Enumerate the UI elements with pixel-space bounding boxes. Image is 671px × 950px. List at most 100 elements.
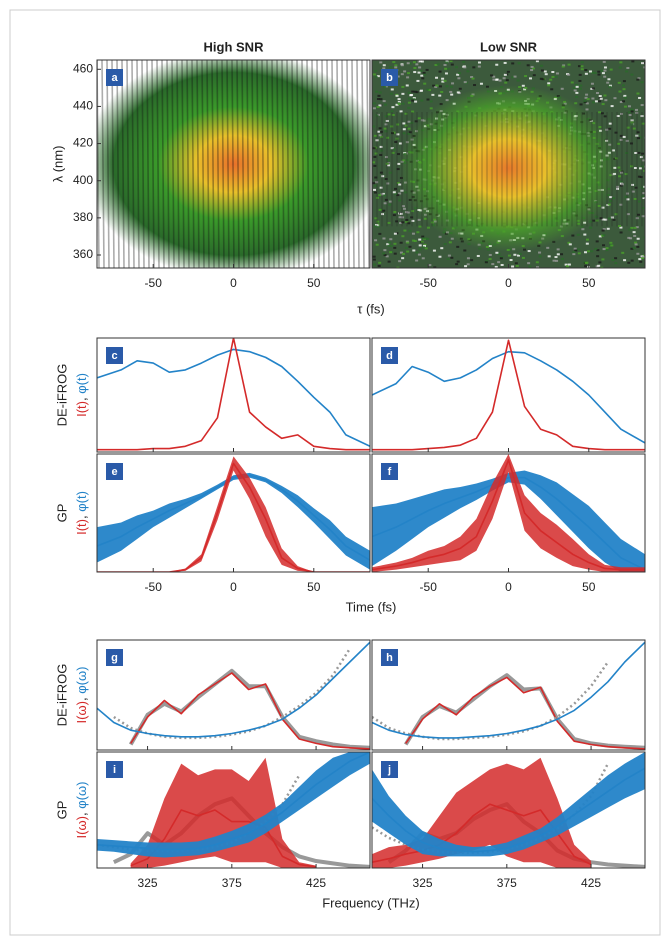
x-tick-label: -50 xyxy=(420,276,438,290)
fringe xyxy=(156,60,160,268)
fringe xyxy=(301,60,305,268)
fringe xyxy=(341,60,345,268)
x-tick-label: 50 xyxy=(307,276,321,290)
x-tick-label: 325 xyxy=(413,876,433,890)
panel-label: f xyxy=(388,466,392,478)
panel-frame xyxy=(96,453,371,573)
series-line xyxy=(97,752,370,851)
panel-label-box xyxy=(381,347,398,364)
y-tick-label: 400 xyxy=(73,173,93,187)
row-label: GP xyxy=(54,504,69,523)
x-tick-label: 0 xyxy=(230,276,237,290)
fringe xyxy=(246,60,250,268)
y-axis-label: I(ω), φ(ω) xyxy=(74,782,89,839)
panel-label-box xyxy=(381,69,398,86)
series-line xyxy=(372,459,645,571)
y-axis-label: I(t), φ(t) xyxy=(74,491,89,535)
panel-label-box xyxy=(106,761,123,778)
fringe xyxy=(251,60,255,268)
fringe xyxy=(111,60,115,268)
fringe xyxy=(106,60,110,268)
series-line xyxy=(372,476,645,571)
x-tick-label: 375 xyxy=(497,876,517,890)
fringe xyxy=(356,60,360,268)
row-label: DE-iFROG xyxy=(54,364,69,427)
series-line xyxy=(97,348,370,448)
row-label: DE-iFROG xyxy=(54,664,69,727)
fringe xyxy=(336,60,340,268)
panel-frame xyxy=(96,639,371,751)
y-label-part: , xyxy=(74,694,89,701)
fringe xyxy=(326,60,330,268)
series-line xyxy=(372,661,609,741)
band xyxy=(130,757,317,868)
fringe xyxy=(236,60,240,268)
panel-label: h xyxy=(386,652,393,664)
series-line xyxy=(128,668,370,750)
fringe xyxy=(176,60,180,268)
x-axis-label: Time (fs) xyxy=(346,599,397,614)
fringe xyxy=(306,60,310,268)
fringe xyxy=(126,60,130,268)
panel xyxy=(97,60,370,268)
series-line xyxy=(403,673,645,750)
fringe xyxy=(231,60,235,268)
x-tick-label: 325 xyxy=(138,876,158,890)
fringe xyxy=(211,60,215,268)
fringe xyxy=(191,60,195,268)
series-line xyxy=(372,350,645,444)
y-tick-label: 360 xyxy=(73,247,93,261)
band xyxy=(97,472,370,570)
signal xyxy=(372,60,645,268)
fringe xyxy=(256,60,260,268)
fringe xyxy=(206,60,210,268)
fringe xyxy=(276,60,280,268)
panel-frame xyxy=(96,337,371,453)
fringe xyxy=(121,60,125,268)
panel-label: j xyxy=(387,764,391,776)
y-axis-label: I(ω), φ(ω) xyxy=(74,667,89,724)
fringe xyxy=(151,60,155,268)
panel xyxy=(97,338,370,451)
fringe xyxy=(186,60,190,268)
y-tick-label: 420 xyxy=(73,136,93,150)
band xyxy=(372,470,645,572)
panel-label: g xyxy=(111,652,118,664)
panel-label-box xyxy=(381,463,398,480)
fringe xyxy=(131,60,135,268)
y-label-part: I(t) xyxy=(74,519,89,535)
y-label-part: φ(ω) xyxy=(74,782,89,809)
fringe xyxy=(296,60,300,268)
panel xyxy=(97,456,370,572)
fringe xyxy=(161,60,165,268)
fringe xyxy=(311,60,315,268)
panel-frame xyxy=(371,337,646,453)
fringe xyxy=(351,60,355,268)
y-label-part: , xyxy=(74,512,89,519)
series-line xyxy=(97,462,370,572)
y-label-part: φ(t) xyxy=(74,373,89,394)
x-tick-label: 0 xyxy=(505,276,512,290)
x-tick-label: 0 xyxy=(505,580,512,594)
panel-label-box xyxy=(106,463,123,480)
panel-label: e xyxy=(111,466,117,478)
fringe xyxy=(331,60,335,268)
series-line xyxy=(97,641,370,738)
heatmap-bg xyxy=(97,60,370,268)
series-line xyxy=(130,672,370,750)
row-label: GP xyxy=(54,801,69,820)
x-axis-label: Frequency (THz) xyxy=(322,895,420,910)
panel-label-box xyxy=(381,649,398,666)
fringe xyxy=(291,60,295,268)
figure-border xyxy=(9,9,661,936)
y-label-part: φ(t) xyxy=(74,491,89,512)
y-axis-label: I(t), φ(t) xyxy=(74,373,89,417)
panel-label: a xyxy=(111,72,118,84)
x-tick-label: 425 xyxy=(581,876,601,890)
fringe xyxy=(366,60,370,268)
panel-frame xyxy=(96,751,371,869)
fringe xyxy=(316,60,320,268)
fringe xyxy=(141,60,145,268)
series-line xyxy=(405,676,645,750)
